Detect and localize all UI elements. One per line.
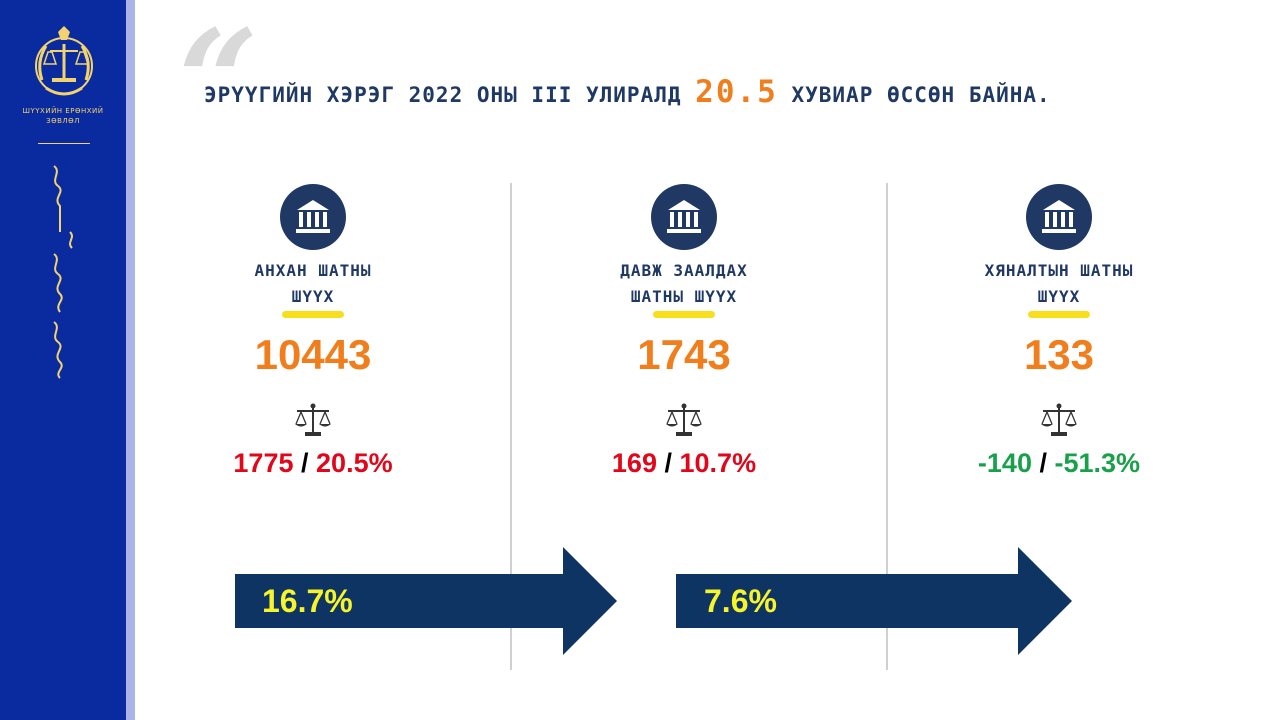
courthouse-icon <box>280 184 346 250</box>
change-stat: -140 / -51.3% <box>909 446 1209 480</box>
change-separator: / <box>301 448 309 478</box>
court-column-supervisory: ХЯНАЛТЫН ШАТНЫ ШҮҮХ 133 -140 / -51.3% <box>909 184 1209 480</box>
change-absolute: 1775 <box>233 448 294 478</box>
change-stat: 169 / 10.7% <box>534 446 834 480</box>
sidebar: ШҮҮХИЙН ЕРӨНХИЙ ЗӨВЛӨЛ <box>0 0 126 720</box>
label-underline <box>1028 311 1090 318</box>
title-highlight: 20.5 <box>695 74 778 110</box>
judicial-council-emblem <box>35 26 93 96</box>
change-absolute: 169 <box>611 448 657 478</box>
court-label-line2: ШҮҮХ <box>291 287 335 306</box>
column-divider <box>886 183 888 670</box>
change-percent: 20.5% <box>316 448 393 478</box>
court-label-line1: ДАВЖ ЗААЛДАХ <box>620 261 748 280</box>
change-separator: / <box>664 448 672 478</box>
court-label-line2: ШАТНЫ ШҮҮХ <box>630 287 738 306</box>
court-label: АНХАН ШАТНЫ ШҮҮХ <box>163 258 463 310</box>
title-prefix: ЭРҮҮГИЙН ХЭРЭГ 2022 ОНЫ III УЛИРАЛД <box>204 83 682 107</box>
court-column-first-instance: АНХАН ШАТНЫ ШҮҮХ 10443 1775 / 20.5% <box>163 184 463 480</box>
column-divider <box>510 183 512 670</box>
change-percent: -51.3% <box>1054 448 1141 478</box>
conversion-arrow <box>235 547 617 655</box>
sidebar-edge <box>126 0 135 720</box>
courthouse-icon <box>1026 184 1092 250</box>
case-count: 1743 <box>637 331 731 378</box>
council-name: ШҮҮХИЙН ЕРӨНХИЙ ЗӨВЛӨЛ <box>22 107 104 125</box>
case-count: 133 <box>1023 331 1095 378</box>
label-underline <box>653 311 715 318</box>
court-label-line1: АНХАН ШАТНЫ <box>254 261 372 280</box>
conversion-arrow <box>676 547 1072 655</box>
court-label: ДАВЖ ЗААЛДАХ ШАТНЫ ШҮҮХ <box>534 258 834 310</box>
change-absolute: -140 <box>977 448 1032 478</box>
change-percent: 10.7% <box>679 448 757 478</box>
scale-of-justice-icon <box>295 403 331 436</box>
courthouse-icon <box>651 184 717 250</box>
court-column-appellate: ДАВЖ ЗААЛДАХ ШАТНЫ ШҮҮХ 1743 169 / 10.7% <box>534 184 834 480</box>
label-underline <box>282 311 344 318</box>
conversion-rate-label: 16.7% <box>262 583 353 619</box>
scale-of-justice-icon <box>666 403 702 436</box>
court-label-line2: ШҮҮХ <box>1037 287 1081 306</box>
conversion-rate-label: 7.6% <box>704 583 777 619</box>
case-count: 10443 <box>254 331 372 378</box>
title-suffix: ХУВИАР ӨССӨН БАЙНА. <box>791 83 1051 107</box>
page-title: ЭРҮҮГИЙН ХЭРЭГ 2022 ОНЫ III УЛИРАЛД 20.5… <box>204 74 1051 110</box>
sidebar-divider <box>38 143 90 144</box>
change-stat: 1775 / 20.5% <box>163 446 463 480</box>
vertical-script-decoration <box>53 165 73 379</box>
court-label: ХЯНАЛТЫН ШАТНЫ ШҮҮХ <box>909 258 1209 310</box>
court-label-line1: ХЯНАЛТЫН ШАТНЫ <box>984 261 1134 280</box>
change-separator: / <box>1039 448 1047 478</box>
quote-mark: “ <box>178 0 259 164</box>
scale-of-justice-icon <box>1041 403 1077 436</box>
